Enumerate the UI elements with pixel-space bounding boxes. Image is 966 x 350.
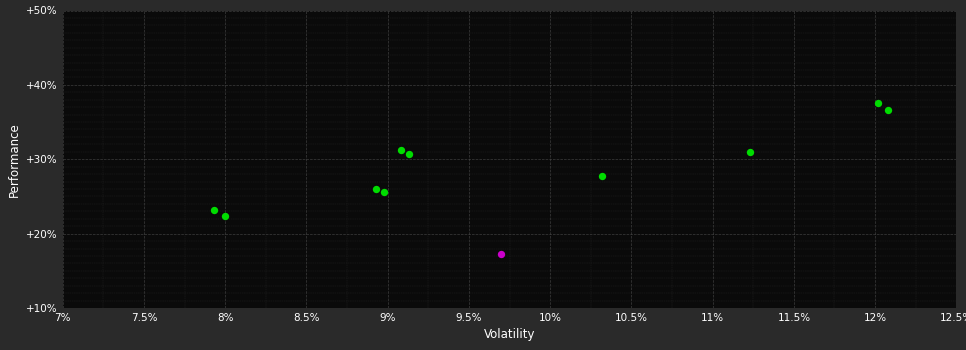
Point <box>369 186 384 192</box>
Y-axis label: Performance: Performance <box>8 122 20 197</box>
X-axis label: Volatility: Volatility <box>484 328 535 341</box>
Point <box>393 147 409 152</box>
Point <box>742 149 757 155</box>
Point <box>401 151 416 157</box>
Point <box>206 207 221 212</box>
Point <box>217 213 233 218</box>
Point <box>880 107 895 113</box>
Point <box>494 252 509 257</box>
Point <box>377 189 392 195</box>
Point <box>870 100 886 106</box>
Point <box>594 174 610 179</box>
